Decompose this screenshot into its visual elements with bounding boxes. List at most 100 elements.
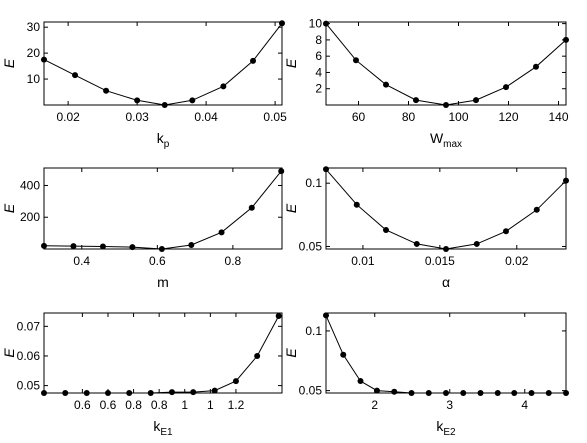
x-tick-label: 80 [402,110,416,124]
x-tick-label: 120 [498,110,518,124]
y-tick-label: 20 [27,46,41,60]
data-point [357,378,364,385]
data-point [340,351,347,358]
data-point [279,20,285,27]
subplot-3: 0.4 0.6 0.8 200 400 m E [1,167,285,290]
x-tick-label: 1.2 [228,398,245,412]
x-axis-label: kE2 [436,418,456,438]
data-point [323,20,329,27]
x-axis-label: kE1 [153,418,173,438]
x-tick-label: 0.6 [74,398,91,412]
x-axis-label: m [157,274,169,290]
data-point [477,390,484,396]
data-point [374,387,380,394]
data-point [460,390,467,396]
x-tick-label: 0.015 [425,254,455,268]
data-point [278,168,285,175]
data-point [511,390,518,396]
subplot-2: 60 80 100 120 140 2 4 6 8 10 Wmax E [283,17,569,150]
x-axis-label: kp [157,130,170,150]
data-point [62,390,69,396]
data-point [220,83,227,90]
data-point [134,97,141,104]
x-tick-label: 0.02 [505,254,529,268]
x-tick-label: 0.6 [149,254,166,268]
data-point [563,36,569,43]
series-line [43,170,282,250]
y-tick-label: 2 [315,82,322,96]
data-point [41,242,47,249]
data-point [425,390,432,396]
data-point [391,388,398,395]
x-tick-label: 2 [371,398,378,412]
data-point [413,240,420,247]
y-tick-label: 0.06 [17,349,41,363]
data-point [70,243,77,250]
data-point [323,166,329,173]
x-tick-label: 0.8 [125,398,142,412]
data-point [503,84,509,91]
data-point [129,244,136,251]
x-tick-label: 0.8 [151,398,168,412]
subplot-6: 2 3 4 0.05 0.1 kE2 E [283,312,569,438]
y-axis-label: E [1,58,17,68]
data-point [147,390,154,396]
data-point [189,97,196,104]
x-tick-label: 0.4 [73,254,90,268]
data-point [323,312,329,319]
data-point [545,390,552,396]
y-tick-label: 0.1 [305,176,322,190]
data-point [443,390,449,396]
x-tick-label: 1 [207,398,214,412]
data-point [383,227,389,234]
axes-box [43,167,283,250]
y-tick-label: 0.05 [17,379,41,393]
subplot-5: 0.6 0.6 0.8 0.8 1 1 1.2 0.05 0.06 0.07 kE1 E [1,312,283,438]
data-point [218,229,225,236]
x-tick-label: 4 [521,398,528,412]
data-point [383,81,389,88]
data-point [126,390,133,396]
axes-box [43,21,283,106]
y-axis-label: E [1,203,17,213]
y-tick-label: 0.05 [299,384,323,398]
subplot-4: 0.01 0.015 0.02 0.05 0.1 α E [283,166,569,290]
x-tick-label: 0.01 [351,254,375,268]
data-point [408,390,415,396]
y-tick-label: 4 [315,65,322,79]
y-tick-label: 6 [315,49,322,63]
y-tick-label: 8 [315,33,322,47]
x-tick-label: 0.02 [56,110,80,124]
axes-box [325,21,567,106]
subplot-1: 0.02 0.03 0.04 0.05 10 20 30 kp E [1,20,287,150]
x-tick-label: 0.6 [100,398,117,412]
y-tick-label: 200 [20,210,40,224]
x-tick-label: 100 [448,110,468,124]
y-tick-label: 10 [27,72,41,86]
data-point [413,97,419,104]
x-tick-label: 140 [548,110,568,124]
series-line [43,22,283,106]
x-tick-label: 3 [446,398,453,412]
data-point [533,63,539,70]
x-tick-label: 1 [181,398,188,412]
data-point [275,312,282,319]
data-point [72,72,79,79]
data-point [563,390,569,396]
data-point [211,387,218,394]
data-point [563,177,569,184]
data-point [528,390,535,396]
data-point [188,242,195,249]
series-line [325,168,567,250]
y-axis-label: E [283,58,299,68]
data-point [533,206,540,213]
data-point [353,201,360,208]
data-point [443,246,449,252]
y-axis-label: E [283,203,299,213]
x-axis-label: Wmax [430,130,462,150]
y-tick-label: 0.05 [299,239,323,253]
axes-box [325,167,567,250]
data-point [41,390,47,396]
data-point [250,57,257,64]
data-point [41,56,47,63]
